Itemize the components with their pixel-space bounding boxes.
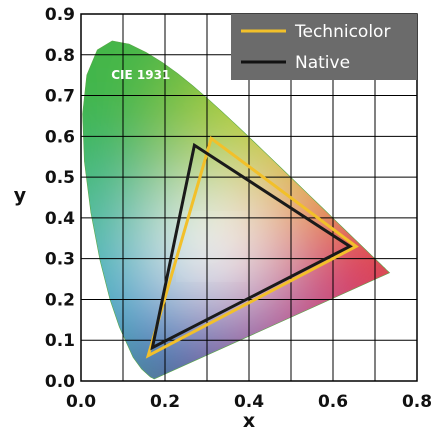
spectral-locus-outline: [82, 40, 391, 380]
x-tick-label: 0.8: [402, 392, 432, 412]
y-tick-label: 0.9: [45, 5, 75, 25]
x-tick-label: 0.0: [66, 392, 96, 412]
tick-labels: 0.0 0.2 0.4 0.6 0.8 0.0 0.1 0.2 0.3 0.4 0.5 0.6 0.7 0…: [45, 5, 432, 412]
x-tick-label: 0.4: [234, 392, 264, 412]
x-axis-title: x: [243, 410, 255, 429]
y-tick-label: 0.6: [45, 127, 75, 147]
cie-1931-label: CIE 1931: [111, 68, 170, 82]
y-tick-label: 0.8: [45, 46, 75, 66]
y-tick-label: 0.4: [45, 209, 75, 229]
y-tick-label: 0.0: [45, 372, 75, 392]
legend-background: [231, 14, 417, 80]
y-tick-label: 0.3: [45, 250, 75, 270]
y-tick-label: 0.5: [45, 168, 75, 188]
y-tick-label: 0.7: [45, 87, 75, 107]
gamut-triangle-technicolor: [145, 135, 359, 359]
legend: Technicolor Native: [231, 14, 417, 80]
x-tick-label: 0.6: [318, 392, 348, 412]
gamut-series: [145, 135, 359, 359]
y-tick-label: 0.1: [45, 331, 75, 351]
legend-label-native: Native: [295, 53, 350, 73]
x-tick-label: 0.2: [150, 392, 180, 412]
y-axis-title: y: [14, 185, 27, 207]
legend-label-technicolor: Technicolor: [294, 22, 390, 42]
y-tick-label: 0.2: [45, 290, 75, 310]
gamut-triangle-native: [150, 142, 353, 351]
